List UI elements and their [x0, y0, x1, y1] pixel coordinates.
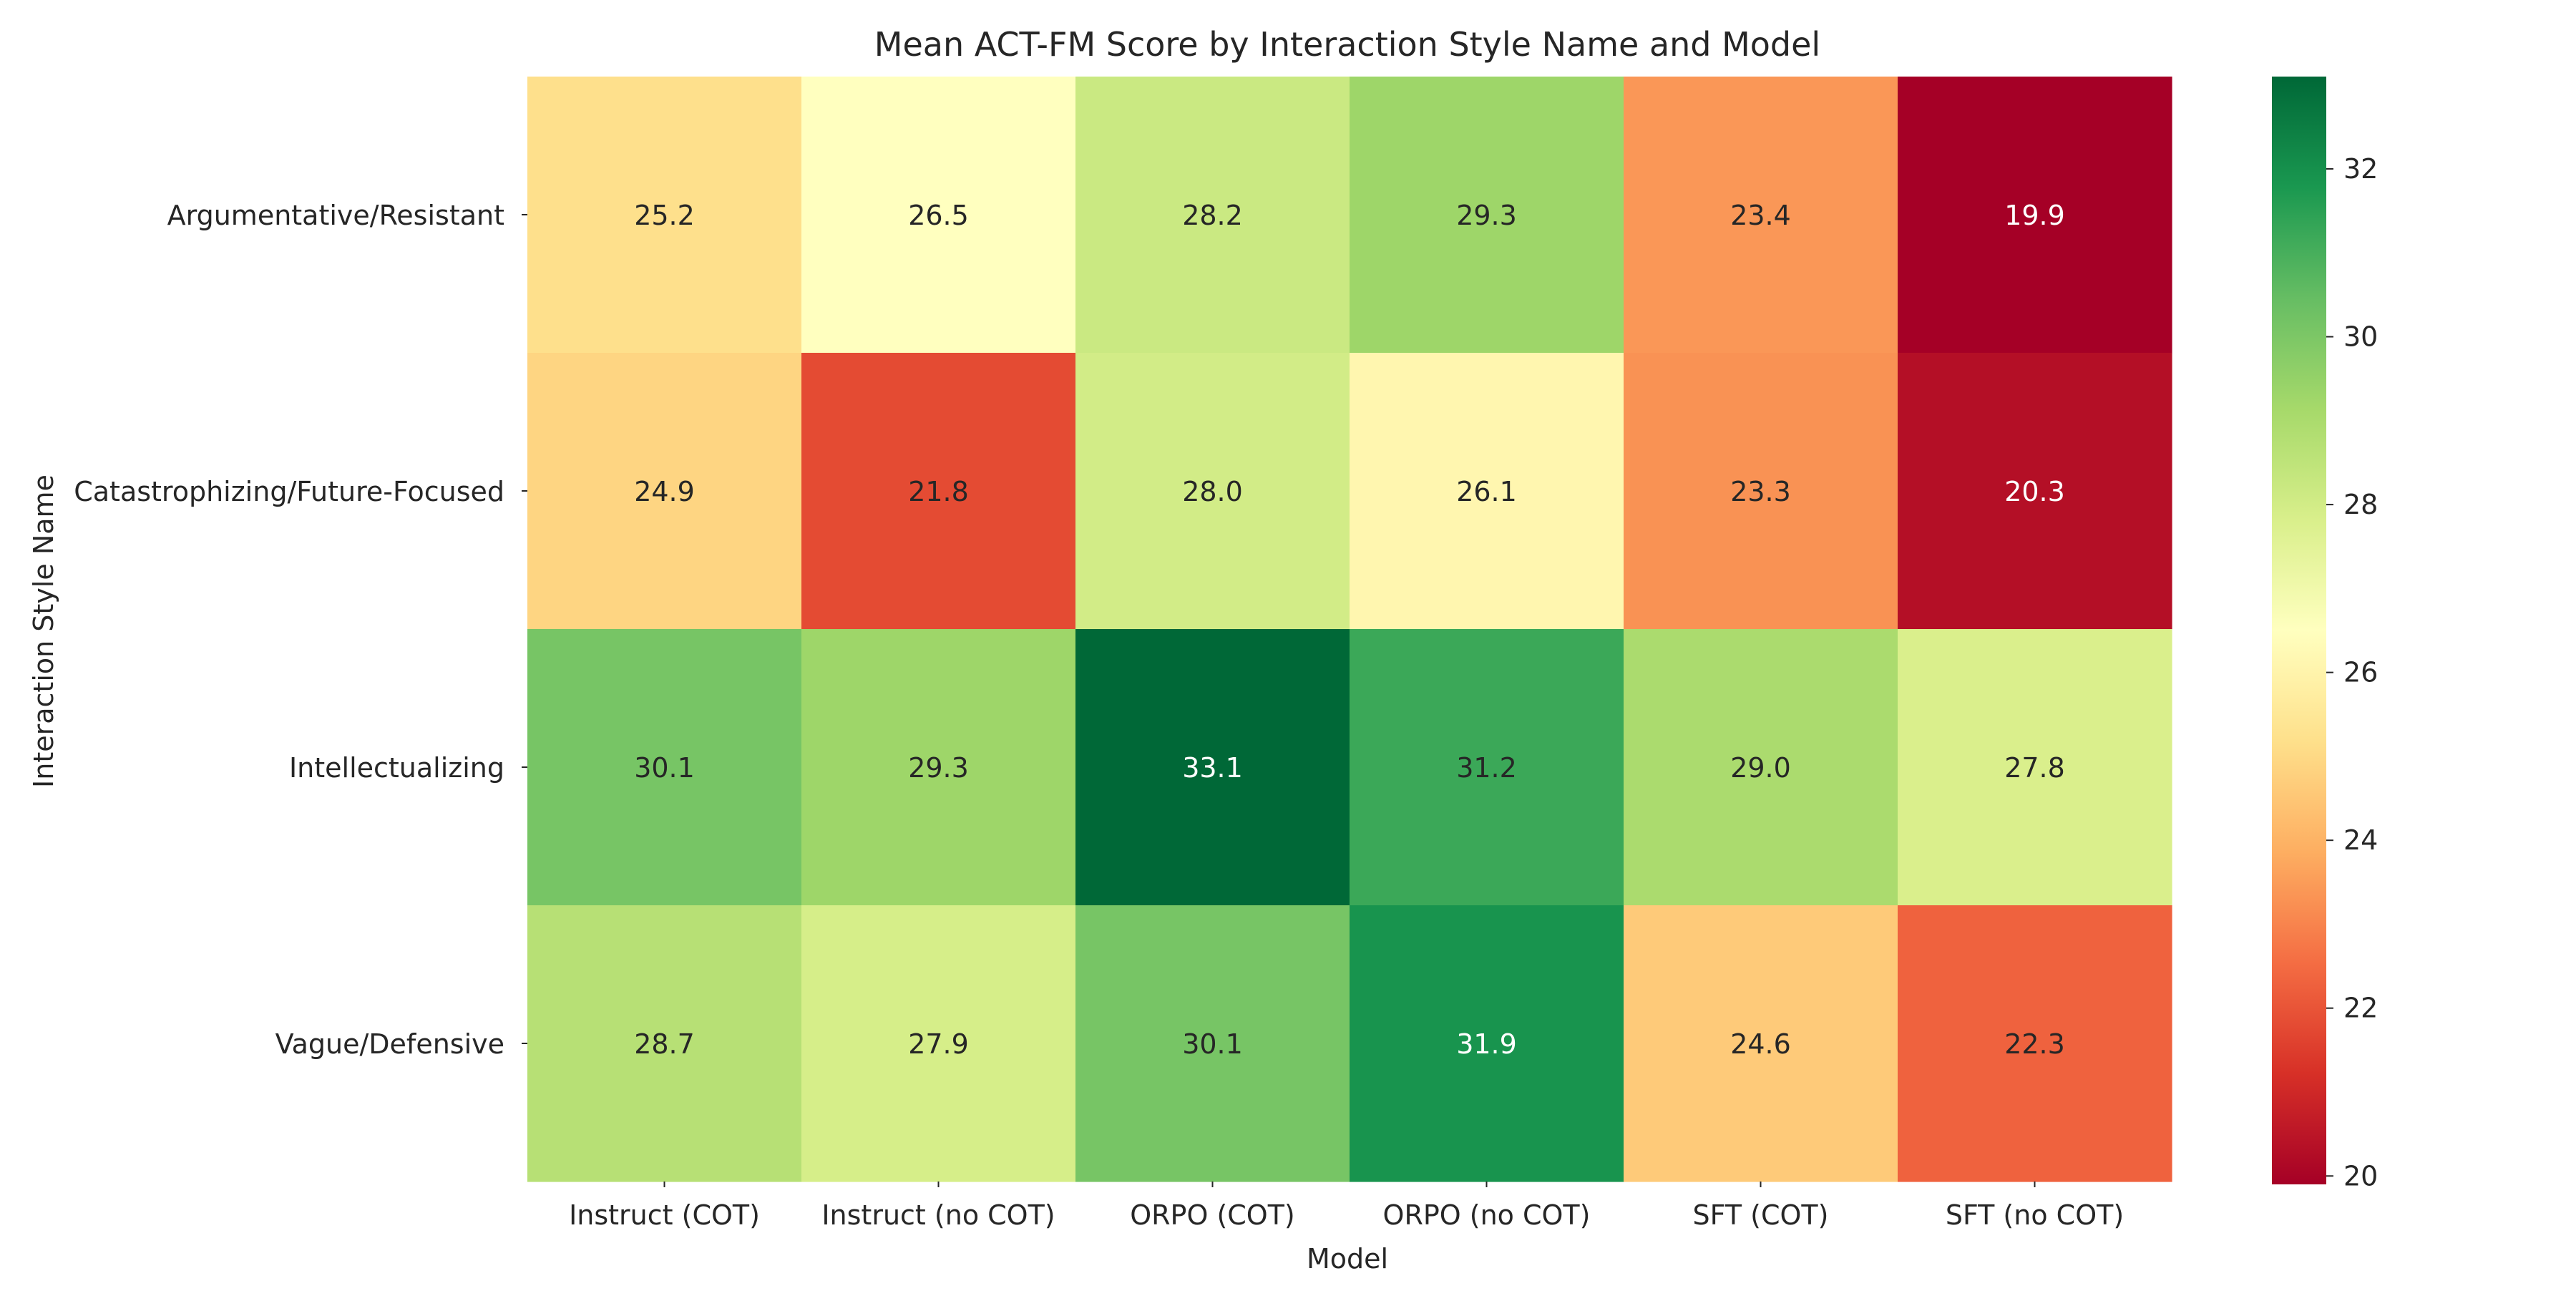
x-tick-label: ORPO (COT) [1130, 1199, 1295, 1231]
x-tick-label: Instruct (no COT) [821, 1199, 1055, 1231]
heatmap-cell [527, 77, 802, 354]
cell-value-label: 31.9 [1456, 1028, 1517, 1060]
y-axis-tick-labels: Argumentative/Resistant Catastrophizing/F… [74, 200, 527, 1060]
cell-value-label: 29.3 [908, 752, 969, 784]
heatmap-cell [1350, 77, 1624, 354]
heatmap-cell [801, 77, 1076, 354]
cell-value-label: 29.3 [1456, 200, 1517, 231]
y-tick-label: Vague/Defensive [275, 1028, 504, 1060]
x-tick-label: SFT (COT) [1693, 1199, 1829, 1231]
cell-value-label: 27.8 [2004, 752, 2065, 784]
colorbar-tick-label: 26 [2343, 657, 2378, 688]
heatmap-cell [1898, 905, 2172, 1182]
chart-title: Mean ACT-FM Score by Interaction Style N… [874, 25, 1820, 64]
heatmap-cell [1898, 629, 2172, 906]
heatmap-cell [1624, 629, 1898, 906]
heatmap-cell [1350, 353, 1624, 630]
colorbar-tick-label: 20 [2343, 1160, 2378, 1192]
x-axis-tick-labels: Instruct (COT) Instruct (no COT) ORPO (COT… [569, 1182, 2124, 1231]
cell-value-label: 27.9 [908, 1028, 969, 1060]
cell-value-label: 24.9 [634, 476, 695, 507]
colorbar-tick-label: 22 [2343, 993, 2378, 1024]
colorbar-gradient [2272, 77, 2326, 1184]
heatmap-cell [1624, 77, 1898, 354]
heatmap-cell [1075, 629, 1350, 906]
cell-value-label: 28.0 [1182, 476, 1243, 507]
cell-value-label: 23.4 [1730, 200, 1791, 231]
x-tick-label: SFT (no COT) [1946, 1199, 2124, 1231]
cell-value-label: 26.1 [1456, 476, 1517, 507]
cell-value-label: 20.3 [2004, 476, 2065, 507]
heatmap-cell [1624, 353, 1898, 630]
y-tick-label: Intellectualizing [289, 752, 504, 784]
x-tick-label: Instruct (COT) [569, 1199, 760, 1231]
heatmap-cell [801, 629, 1076, 906]
cell-value-label: 19.9 [2004, 200, 2065, 231]
cell-value-label: 23.3 [1730, 476, 1791, 507]
heatmap-cell [801, 353, 1076, 630]
colorbar-tick-label: 32 [2343, 153, 2378, 185]
heatmap-cell [1350, 629, 1624, 906]
cell-value-label: 25.2 [634, 200, 695, 231]
heatmap-cell [527, 629, 802, 906]
heatmap-cell [1075, 353, 1350, 630]
colorbar: 20 22 24 26 28 30 32 [2272, 77, 2378, 1192]
heatmap-cells [527, 77, 2172, 1182]
heatmap-cell [1075, 905, 1350, 1182]
x-axis-label: Model [1307, 1243, 1388, 1275]
heatmap-cell [1898, 353, 2172, 630]
cell-value-label: 30.1 [634, 752, 695, 784]
cell-value-label: 21.8 [908, 476, 969, 507]
cell-value-label: 26.5 [908, 200, 969, 231]
cell-value-label: 28.7 [634, 1028, 695, 1060]
cell-value-labels: 25.2 26.5 28.2 29.3 23.4 19.9 24.9 21.8 28.0 26.1… [634, 200, 2065, 1060]
cell-value-label: 24.6 [1730, 1028, 1791, 1060]
colorbar-tick-label: 24 [2343, 824, 2378, 856]
colorbar-tick-label: 30 [2343, 321, 2378, 353]
cell-value-label: 33.1 [1182, 752, 1243, 784]
y-tick-label: Argumentative/Resistant [167, 200, 504, 231]
heatmap-cell [1898, 77, 2172, 354]
heatmap-cell [1624, 905, 1898, 1182]
heatmap-cell [527, 905, 802, 1182]
colorbar-tick-label: 28 [2343, 489, 2378, 520]
cell-value-label: 30.1 [1182, 1028, 1243, 1060]
heatmap-cell [1075, 77, 1350, 354]
cell-value-label: 22.3 [2004, 1028, 2065, 1060]
cell-value-label: 31.2 [1456, 752, 1517, 784]
heatmap-cell [1350, 905, 1624, 1182]
x-tick-label: ORPO (no COT) [1383, 1199, 1591, 1231]
cell-value-label: 29.0 [1730, 752, 1791, 784]
y-axis-label: Interaction Style Name [28, 474, 59, 788]
heatmap-cell [801, 905, 1076, 1182]
heatmap-cell [527, 353, 802, 630]
cell-value-label: 28.2 [1182, 200, 1243, 231]
y-tick-label: Catastrophizing/Future-Focused [74, 476, 504, 507]
